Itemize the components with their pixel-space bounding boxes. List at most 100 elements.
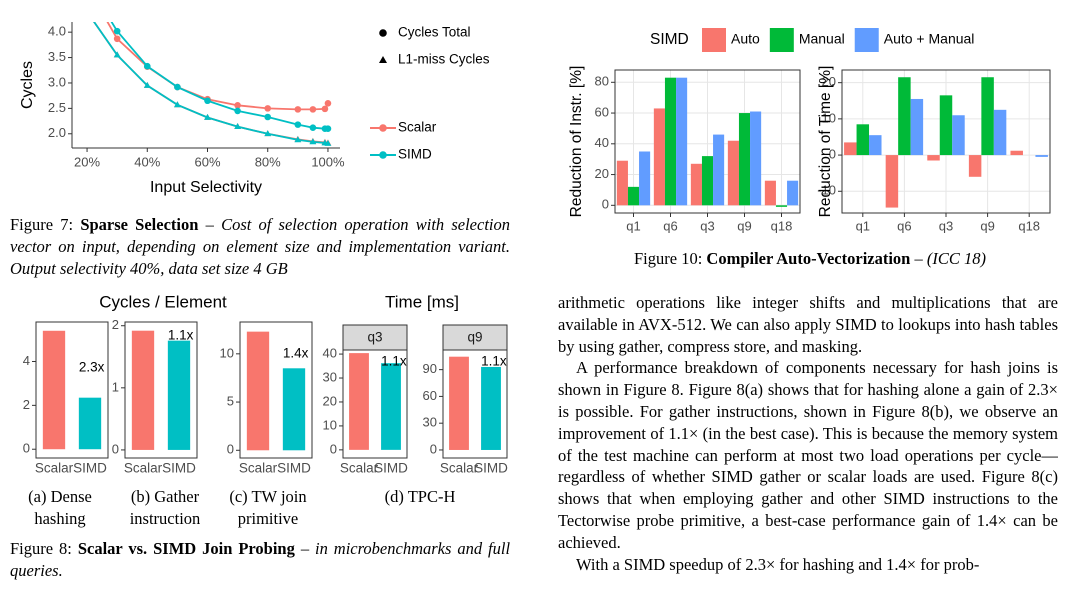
- x-tick-label: Scalar: [35, 461, 74, 476]
- figure-8-caption: Figure 8: Scalar vs. SIMD Join Probing –…: [10, 538, 510, 582]
- point: [234, 123, 242, 130]
- point: [294, 106, 302, 113]
- annotation: 1.1x: [481, 354, 507, 369]
- point: [204, 113, 211, 120]
- point: [309, 124, 317, 131]
- y-tick-label: 0: [330, 441, 337, 456]
- group-title: Cycles / Element: [99, 292, 227, 311]
- panel-title: q3: [367, 330, 382, 345]
- point: [143, 62, 151, 70]
- legend-label: L1-miss Cycles: [398, 52, 490, 67]
- x-tick-label: SIMD: [374, 461, 408, 476]
- legend-label: Scalar: [398, 120, 437, 135]
- bar: [750, 111, 762, 206]
- point: [174, 83, 181, 91]
- bar: [993, 109, 1007, 156]
- point: [113, 51, 121, 58]
- bar: [131, 330, 155, 450]
- bar: [939, 95, 953, 156]
- x-tick-label: SIMD: [474, 461, 508, 476]
- legend-label: SIMD: [398, 147, 432, 162]
- point: [264, 105, 272, 112]
- panel-border: [442, 349, 508, 459]
- bar: [968, 155, 982, 177]
- x-tick-label: 40%: [134, 154, 160, 169]
- y-axis-label: Cycles: [19, 61, 36, 109]
- x-tick-label: q6: [897, 218, 911, 233]
- panel-title: q9: [467, 330, 482, 345]
- y-tick-label: 80: [595, 74, 609, 89]
- y-tick-label: 60: [423, 388, 437, 403]
- y-tick-label: 2.5: [48, 100, 66, 115]
- x-axis-label: Input Selectivity: [150, 179, 262, 196]
- bar: [1010, 150, 1023, 156]
- panel-strip: [442, 324, 508, 351]
- legend-marker: [379, 124, 387, 132]
- bar: [738, 113, 751, 206]
- annotation: 1.4x: [283, 346, 309, 361]
- x-tick-label: SIMD: [162, 461, 196, 476]
- bar: [690, 163, 702, 206]
- legend-marker: [379, 29, 387, 37]
- y-tick-label: -10: [817, 183, 836, 198]
- bar: [616, 160, 628, 206]
- y-tick-label: 20: [323, 393, 337, 408]
- panel-border: [239, 321, 313, 459]
- paragraph: With a SIMD speedup of 2.3× for hashing …: [576, 554, 980, 574]
- bar: [844, 142, 857, 156]
- point: [234, 107, 241, 115]
- point: [173, 101, 181, 108]
- bar: [78, 397, 102, 450]
- point: [84, 8, 91, 14]
- series-line: [106, 22, 329, 111]
- legend-label: Auto: [731, 31, 760, 47]
- bar: [349, 353, 369, 450]
- point: [113, 35, 121, 43]
- point: [309, 106, 317, 113]
- caption-text: – Cost of selection operation with selec…: [10, 215, 510, 278]
- y-tick-label: 0: [602, 197, 609, 212]
- y-tick-label: 3.0: [48, 74, 66, 89]
- x-tick-label: Scalar: [124, 461, 163, 476]
- legend-marker: [379, 151, 387, 159]
- bar: [381, 363, 401, 450]
- x-tick-label: 100%: [311, 154, 345, 169]
- bar: [481, 366, 501, 450]
- bar: [713, 134, 725, 206]
- legend-key: [769, 28, 794, 52]
- group-title: Time [ms]: [385, 292, 459, 311]
- bar: [952, 115, 965, 156]
- bar: [282, 368, 306, 451]
- y-tick-label: 30: [423, 415, 437, 430]
- bar: [701, 156, 714, 206]
- bar: [167, 340, 191, 450]
- x-tick-label: q18: [771, 218, 793, 233]
- bar: [246, 331, 270, 451]
- x-tick-label: q3: [700, 218, 714, 233]
- bar: [1035, 155, 1048, 157]
- x-tick-label: Scalar: [440, 461, 479, 476]
- y-tick-label: 10: [822, 110, 836, 125]
- plot-area: [84, 8, 332, 146]
- annotation: 2.3x: [79, 360, 105, 375]
- point: [309, 138, 317, 145]
- point: [234, 102, 241, 109]
- y-tick-label: 10: [220, 345, 234, 360]
- bar: [869, 135, 882, 156]
- bar: [787, 180, 799, 206]
- bar: [856, 124, 870, 156]
- x-tick-label: SIMD: [73, 461, 107, 476]
- legend-label: Manual: [799, 31, 845, 47]
- x-tick-label: q3: [939, 218, 953, 233]
- point: [113, 27, 121, 35]
- figure-7-caption: Figure 7: Sparse Selection – Cost of sel…: [10, 214, 510, 280]
- point: [324, 139, 332, 146]
- x-tick-label: 20%: [74, 154, 100, 169]
- bar: [627, 186, 640, 206]
- y-tick-label: 0: [112, 441, 119, 456]
- y-tick-label: 2: [112, 317, 119, 332]
- bar: [885, 155, 899, 208]
- caption-label: Figure 7:: [10, 215, 74, 234]
- y-tick-label: 0: [227, 442, 234, 457]
- point: [84, 8, 91, 14]
